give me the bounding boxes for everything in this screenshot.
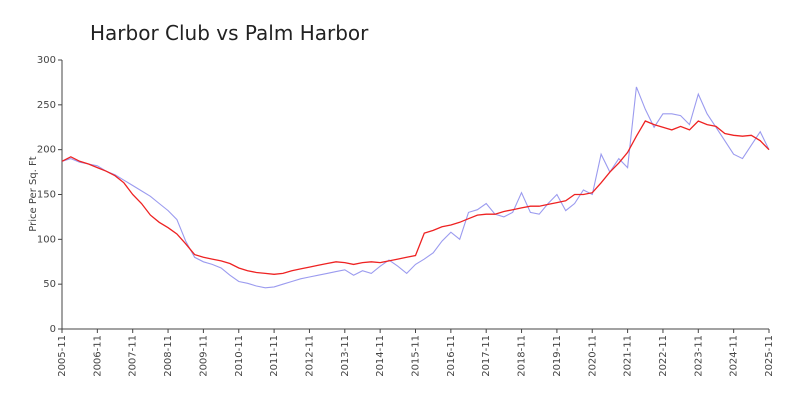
x-tick-label: 2018-11: [517, 335, 528, 377]
x-tick-label: 2024-11: [729, 335, 740, 377]
y-tick-label: 150: [37, 190, 56, 201]
x-tick-label: 2016-11: [446, 335, 457, 377]
x-tick-label: 2010-11: [234, 335, 245, 377]
x-tick-label: 2005-11: [57, 335, 68, 377]
y-tick-label: 250: [37, 100, 56, 111]
series-line: [61, 86, 770, 289]
x-tick-label: 2025-11: [764, 335, 775, 377]
y-tick-label: 50: [43, 279, 56, 290]
x-tick-label: 2006-11: [92, 335, 103, 377]
y-tick-label: 200: [37, 145, 56, 156]
x-tick-label: 2015-11: [411, 335, 422, 377]
x-tick-label: 2007-11: [128, 335, 139, 377]
x-tick-label: 2012-11: [304, 335, 315, 377]
y-tick-label: 0: [50, 324, 56, 335]
x-tick-label: 2011-11: [269, 335, 280, 377]
x-tick-label: 2019-11: [552, 335, 563, 377]
x-tick-label: 2013-11: [340, 335, 351, 377]
x-tick-label: 2017-11: [481, 335, 492, 377]
chart-title: Harbor Club vs Palm Harbor: [90, 21, 369, 45]
y-axis-label: Price Per Sq. Ft: [28, 156, 39, 231]
x-tick-label: 2014-11: [375, 335, 386, 377]
series-line: [61, 120, 770, 275]
x-tick-label: 2021-11: [623, 335, 634, 377]
x-tick-label: 2022-11: [658, 335, 669, 377]
y-tick-label: 100: [37, 234, 56, 245]
x-tick-label: 2023-11: [693, 335, 704, 377]
x-tick-label: 2020-11: [587, 335, 598, 377]
y-tick-label: 300: [37, 55, 56, 66]
x-tick-label: 2009-11: [198, 335, 209, 377]
x-tick-label: 2008-11: [163, 335, 174, 377]
